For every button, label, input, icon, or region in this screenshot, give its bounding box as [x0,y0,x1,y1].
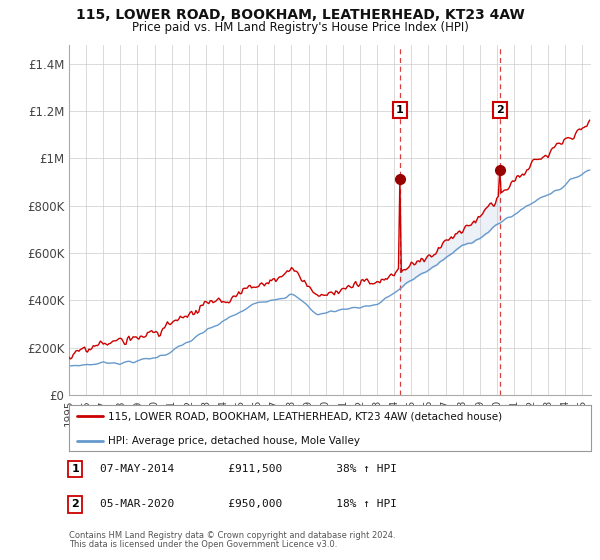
Text: HPI: Average price, detached house, Mole Valley: HPI: Average price, detached house, Mole… [108,436,360,446]
Text: 05-MAR-2020        £950,000        18% ↑ HPI: 05-MAR-2020 £950,000 18% ↑ HPI [100,500,397,510]
Text: Contains HM Land Registry data © Crown copyright and database right 2024.: Contains HM Land Registry data © Crown c… [69,531,395,540]
Text: 1: 1 [71,464,79,474]
Text: 1: 1 [396,105,404,115]
Text: 115, LOWER ROAD, BOOKHAM, LEATHERHEAD, KT23 4AW (detached house): 115, LOWER ROAD, BOOKHAM, LEATHERHEAD, K… [108,412,502,421]
Text: Price paid vs. HM Land Registry's House Price Index (HPI): Price paid vs. HM Land Registry's House … [131,21,469,34]
Text: This data is licensed under the Open Government Licence v3.0.: This data is licensed under the Open Gov… [69,540,337,549]
Text: 2: 2 [71,500,79,510]
Text: 115, LOWER ROAD, BOOKHAM, LEATHERHEAD, KT23 4AW: 115, LOWER ROAD, BOOKHAM, LEATHERHEAD, K… [76,8,524,22]
Text: 07-MAY-2014        £911,500        38% ↑ HPI: 07-MAY-2014 £911,500 38% ↑ HPI [100,464,397,474]
Text: 2: 2 [496,105,503,115]
